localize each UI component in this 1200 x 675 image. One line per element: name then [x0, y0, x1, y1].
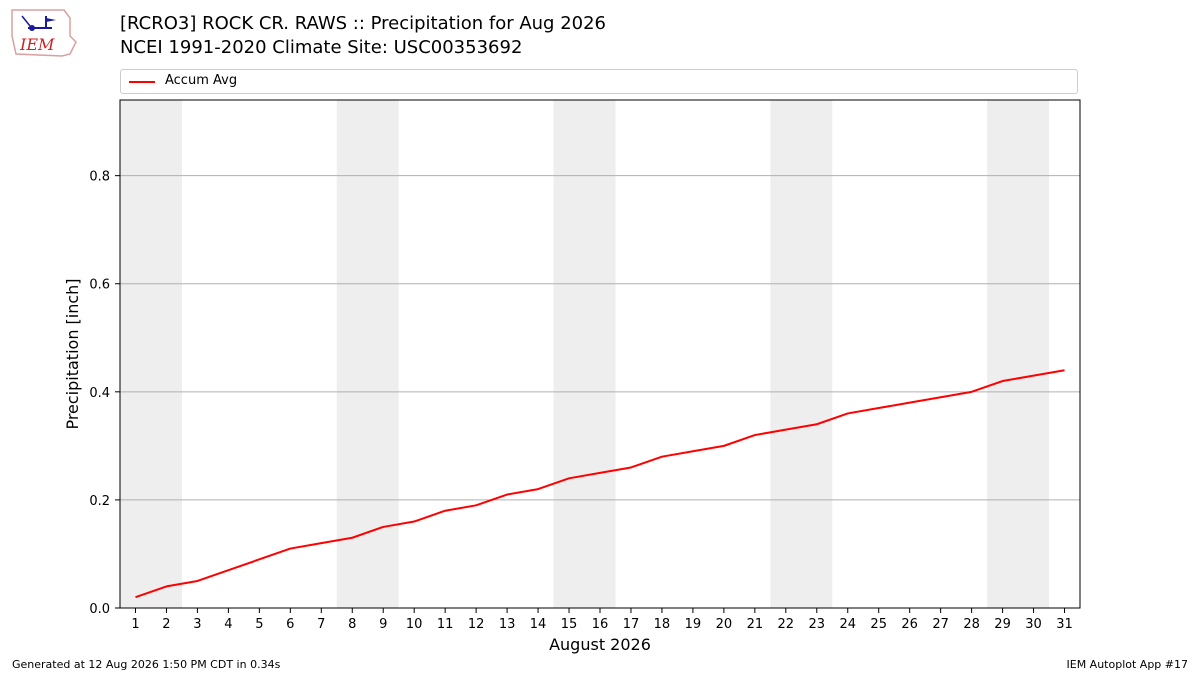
- x-tick-label: 11: [437, 617, 454, 632]
- series-line-accum-avg: [135, 369, 1065, 599]
- y-axis-label: Precipitation [inch]: [63, 278, 82, 429]
- x-tick-label: 28: [963, 617, 980, 632]
- x-tick-label: 30: [1025, 617, 1042, 632]
- x-tick-label: 1: [131, 617, 139, 632]
- x-tick-label: 2: [162, 617, 170, 632]
- series-group: [135, 369, 1065, 599]
- x-tick-label: 9: [379, 617, 387, 632]
- x-axis: 1 2 3 4 5 6 7 8 9 10 11 12 13 14 15 16 17 18 19 20 21 22 23 24 2…: [131, 608, 1073, 632]
- x-tick-label: 8: [348, 617, 356, 632]
- x-tick-label: 4: [224, 617, 232, 632]
- x-tick-label: 10: [406, 617, 423, 632]
- x-tick-label: 20: [716, 617, 733, 632]
- y-gridlines: [120, 175, 1080, 501]
- x-tick-label: 29: [994, 617, 1011, 632]
- y-tick-label: 0.6: [89, 278, 110, 293]
- x-tick-label: 3: [193, 617, 201, 632]
- y-axis: 0.0 0.2 0.4 0.6 0.8: [89, 170, 120, 617]
- x-tick-label: 16: [592, 617, 609, 632]
- x-tick-label: 24: [839, 617, 856, 632]
- iem-logo: IEM: [8, 6, 80, 58]
- x-tick-label: 7: [317, 617, 325, 632]
- x-tick-label: 18: [654, 617, 671, 632]
- x-tick-label: 21: [747, 617, 764, 632]
- logo-text: IEM: [19, 35, 55, 54]
- x-tick-label: 27: [932, 617, 949, 632]
- legend-line-swatch: [129, 81, 155, 83]
- x-tick-label: 6: [286, 617, 294, 632]
- x-tick-label: 15: [561, 617, 578, 632]
- generated-note: Generated at 12 Aug 2026 1:50 PM CDT in …: [12, 658, 281, 671]
- x-axis-label: August 2026: [549, 635, 651, 654]
- x-tick-label: 31: [1056, 617, 1073, 632]
- x-tick-label: 17: [623, 617, 640, 632]
- x-tick-label: 22: [778, 617, 795, 632]
- legend: Accum Avg: [120, 69, 1078, 94]
- weekend-band-3: [770, 100, 833, 608]
- weekend-band-0: [120, 100, 182, 608]
- chart-subtitle: NCEI 1991-2020 Climate Site: USC00353692: [120, 37, 523, 58]
- weekend-band-4: [987, 100, 1050, 608]
- y-tick-label: 0.8: [89, 170, 110, 185]
- y-tick-label: 0.0: [89, 602, 110, 617]
- weekend-band-2: [553, 100, 616, 608]
- y-tick-label: 0.4: [89, 386, 110, 401]
- y-tick-label: 0.2: [89, 494, 110, 509]
- x-tick-label: 5: [255, 617, 263, 632]
- legend-label: Accum Avg: [165, 73, 238, 88]
- x-tick-label: 23: [809, 617, 826, 632]
- x-tick-label: 19: [685, 617, 702, 632]
- chart-title: [RCRO3] ROCK CR. RAWS :: Precipitation f…: [120, 13, 606, 34]
- weekend-bands: [120, 100, 1050, 608]
- x-tick-label: 26: [901, 617, 918, 632]
- x-tick-label: 13: [499, 617, 516, 632]
- x-tick-label: 25: [870, 617, 887, 632]
- app-note: IEM Autoplot App #17: [1066, 658, 1189, 671]
- weekend-band-1: [336, 100, 399, 608]
- x-tick-label: 12: [468, 617, 485, 632]
- x-tick-label: 14: [530, 617, 547, 632]
